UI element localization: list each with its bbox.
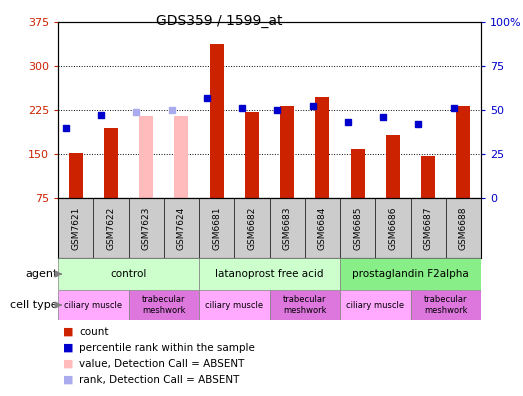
Text: rank, Detection Call = ABSENT: rank, Detection Call = ABSENT [79,375,240,385]
Bar [457,106,470,198]
Text: ciliary muscle: ciliary muscle [64,301,122,310]
Text: GSM6681: GSM6681 [212,206,221,250]
Text: latanoprost free acid: latanoprost free acid [215,269,324,279]
Text: GSM7623: GSM7623 [142,206,151,250]
Bar [58,258,199,290]
Text: GSM6687: GSM6687 [424,206,433,250]
Text: ciliary muscle: ciliary muscle [346,301,404,310]
Bar [411,290,481,320]
Bar [340,258,481,290]
Bar [210,44,224,198]
Text: GSM6683: GSM6683 [282,206,292,250]
Bar [350,149,365,198]
Text: ■: ■ [63,375,74,385]
Bar [245,112,259,198]
Text: GSM7621: GSM7621 [71,206,80,250]
Text: agent: agent [26,269,58,279]
Text: ■: ■ [63,327,74,337]
Text: ■: ■ [63,343,74,353]
Bar [139,116,153,198]
Bar [386,135,400,198]
Text: GDS359 / 1599_at: GDS359 / 1599_at [156,14,283,28]
Text: ■: ■ [63,359,74,369]
Text: trabecular
meshwork: trabecular meshwork [142,295,186,315]
Text: GSM6685: GSM6685 [353,206,362,250]
Bar [129,290,199,320]
Bar [340,290,411,320]
Bar [58,290,129,320]
Text: value, Detection Call = ABSENT: value, Detection Call = ABSENT [79,359,244,369]
Text: GSM6682: GSM6682 [247,206,256,250]
Bar [421,156,435,198]
Bar [69,153,83,198]
Text: prostaglandin F2alpha: prostaglandin F2alpha [352,269,469,279]
Bar [199,290,269,320]
Text: control: control [110,269,146,279]
Text: trabecular
meshwork: trabecular meshwork [283,295,326,315]
Bar [174,116,188,198]
Text: ciliary muscle: ciliary muscle [205,301,263,310]
Bar [280,106,294,198]
Bar [104,128,118,198]
Text: GSM6688: GSM6688 [459,206,468,250]
Text: cell type: cell type [10,300,58,310]
Text: GSM6686: GSM6686 [389,206,397,250]
Bar [315,97,329,198]
Text: GSM7622: GSM7622 [106,206,116,249]
Bar [269,290,340,320]
Text: GSM6684: GSM6684 [318,206,327,250]
Text: trabecular
meshwork: trabecular meshwork [424,295,468,315]
Bar [199,258,340,290]
Text: percentile rank within the sample: percentile rank within the sample [79,343,255,353]
Text: GSM7624: GSM7624 [177,206,186,249]
Text: count: count [79,327,108,337]
